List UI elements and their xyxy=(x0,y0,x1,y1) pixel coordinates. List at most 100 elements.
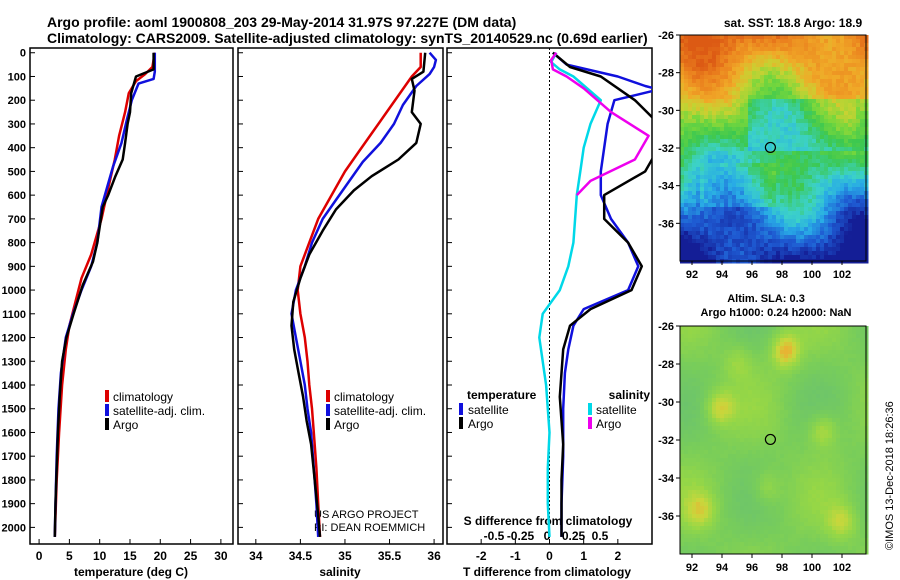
map-cell xyxy=(684,454,689,459)
map-cell xyxy=(760,338,765,343)
map-cell xyxy=(840,330,845,335)
map-cell xyxy=(740,326,745,331)
map-cell xyxy=(844,235,849,240)
map-cell xyxy=(788,482,793,487)
map-cell xyxy=(788,414,793,419)
map-cell xyxy=(704,227,709,232)
map-cell xyxy=(716,450,721,455)
map-cell xyxy=(772,91,777,96)
map-cell xyxy=(844,179,849,184)
map-cell xyxy=(820,326,825,331)
map-cell xyxy=(704,486,709,491)
map-cell xyxy=(744,330,749,335)
map-cell xyxy=(836,175,841,180)
map-cell xyxy=(828,39,833,44)
map-cell xyxy=(768,227,773,232)
map-cell xyxy=(860,175,865,180)
map-cell xyxy=(860,490,865,495)
map-cell xyxy=(820,35,825,40)
map-cell xyxy=(692,358,697,363)
map-cell xyxy=(768,239,773,244)
map-cell xyxy=(736,454,741,459)
map-cell xyxy=(760,151,765,156)
map-cell xyxy=(792,215,797,220)
map-cell xyxy=(716,135,721,140)
map-cell xyxy=(720,354,725,359)
map-cell xyxy=(804,135,809,140)
map-cell xyxy=(804,502,809,507)
map-cell xyxy=(796,203,801,208)
map-cell xyxy=(820,243,825,248)
map-cell xyxy=(736,171,741,176)
map-cell xyxy=(724,251,729,256)
map-cell xyxy=(792,362,797,367)
map-cell xyxy=(780,386,785,391)
map-cell xyxy=(692,231,697,236)
map-cell xyxy=(848,51,853,56)
map-cell xyxy=(692,394,697,399)
map-cell xyxy=(724,139,729,144)
map-cell xyxy=(760,354,765,359)
map-cell xyxy=(772,494,777,499)
map-cell xyxy=(804,474,809,479)
map-cell xyxy=(764,326,769,331)
map-cell xyxy=(784,59,789,64)
map-cell xyxy=(796,187,801,192)
map-cell xyxy=(828,119,833,124)
map-cell xyxy=(812,111,817,116)
map-cell xyxy=(756,83,761,88)
map-cell xyxy=(764,227,769,232)
map-lat-label: -30 xyxy=(658,105,674,117)
map-cell xyxy=(700,231,705,236)
map-cell xyxy=(852,67,857,72)
depth-tick-label: 700 xyxy=(8,214,26,226)
map-cell xyxy=(812,247,817,252)
map-cell xyxy=(700,187,705,192)
map-cell xyxy=(792,342,797,347)
map-cell xyxy=(752,326,757,331)
map-cell xyxy=(776,175,781,180)
map-cell xyxy=(716,227,721,232)
map-cell xyxy=(844,79,849,84)
map-cell xyxy=(840,87,845,92)
map-cell xyxy=(764,430,769,435)
map-cell xyxy=(780,402,785,407)
map-cell xyxy=(684,422,689,427)
map-cell xyxy=(740,394,745,399)
map-cell xyxy=(748,219,753,224)
map-cell xyxy=(816,155,821,160)
map-cell xyxy=(680,247,685,252)
map-cell xyxy=(704,398,709,403)
map-cell xyxy=(684,43,689,48)
map-cell xyxy=(732,434,737,439)
map-cell xyxy=(736,119,741,124)
map-cell xyxy=(760,63,765,68)
map-cell xyxy=(828,462,833,467)
map-cell xyxy=(804,91,809,96)
map-cell xyxy=(788,47,793,52)
map-cell xyxy=(836,235,841,240)
map-cell xyxy=(696,163,701,168)
map-cell xyxy=(716,410,721,415)
map-cell xyxy=(736,35,741,40)
map-cell xyxy=(688,462,693,467)
map-cell xyxy=(756,350,761,355)
map-cell xyxy=(748,175,753,180)
map-cell xyxy=(688,239,693,244)
map-cell xyxy=(740,87,745,92)
map-cell xyxy=(796,235,801,240)
map-cell xyxy=(816,199,821,204)
map-cell xyxy=(748,215,753,220)
map-cell xyxy=(832,406,837,411)
map-cell xyxy=(784,203,789,208)
map-cell xyxy=(796,330,801,335)
map-cell xyxy=(728,219,733,224)
map-cell xyxy=(852,127,857,132)
map-cell xyxy=(692,430,697,435)
map-cell xyxy=(808,406,813,411)
map-cell xyxy=(860,163,865,168)
map-cell xyxy=(848,35,853,40)
map-cell xyxy=(804,326,809,331)
map-cell xyxy=(756,203,761,208)
map-cell xyxy=(852,378,857,383)
